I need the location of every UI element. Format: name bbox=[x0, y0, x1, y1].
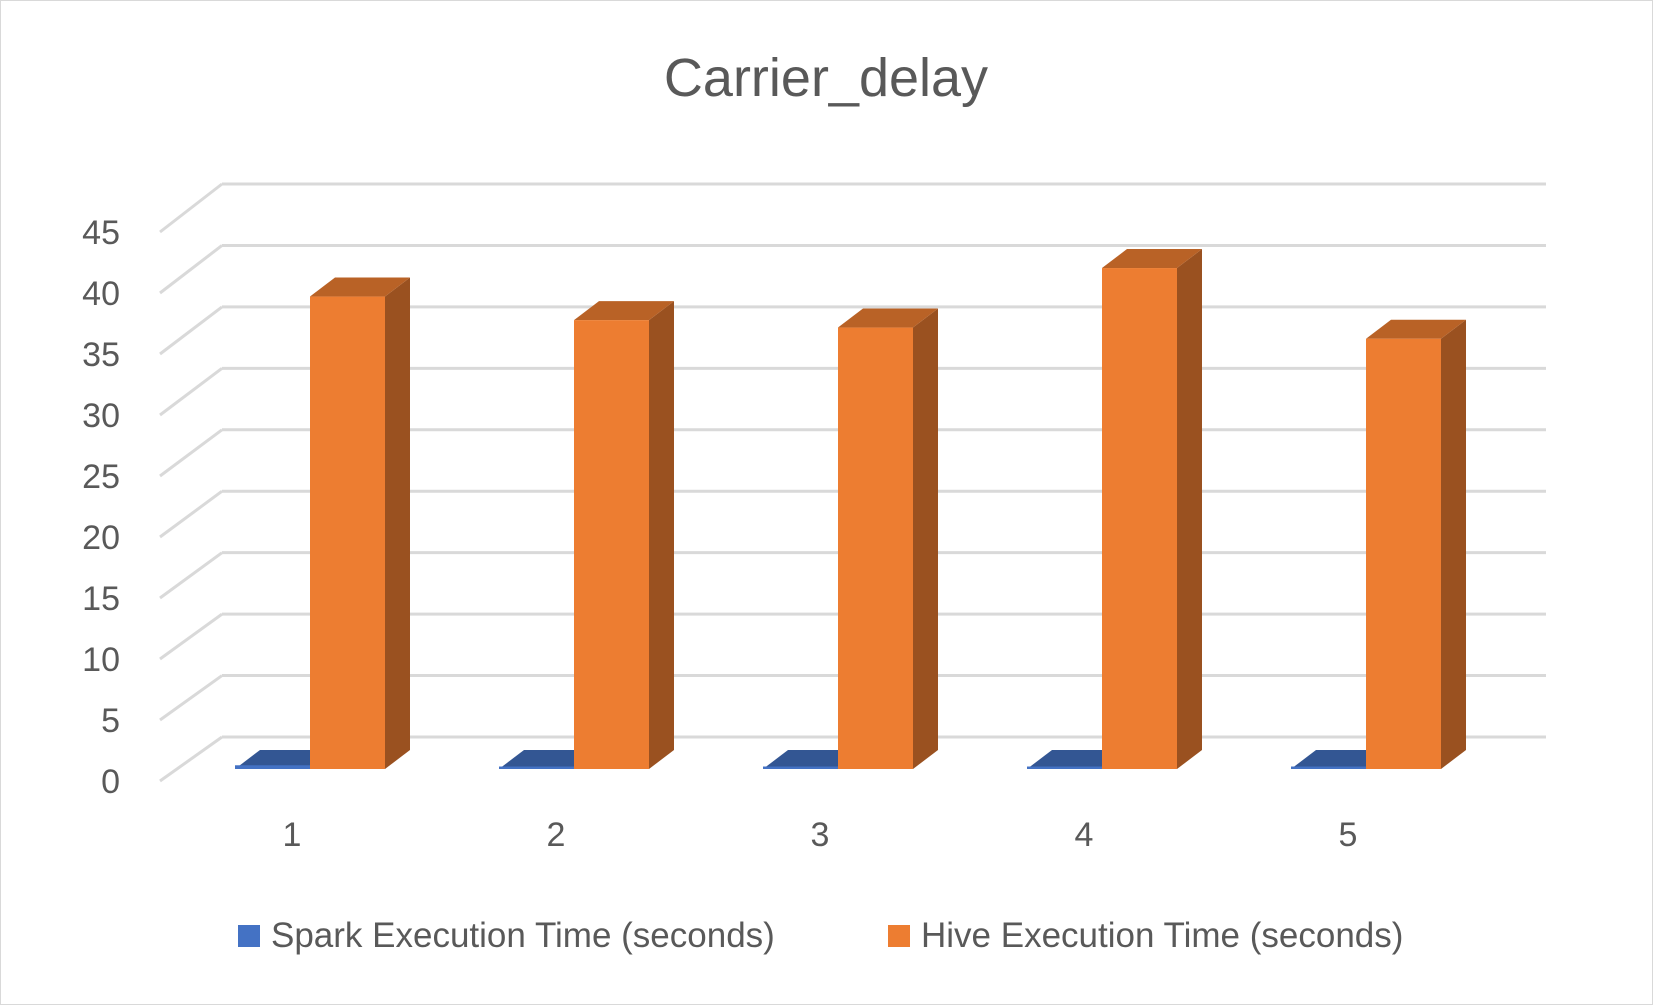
gridline-depth bbox=[159, 674, 223, 722]
chart-title: Carrier_delay bbox=[664, 48, 988, 108]
hive-bar-top bbox=[1366, 319, 1466, 339]
y-tick-label: 5 bbox=[101, 702, 120, 740]
spark-bar bbox=[1027, 766, 1102, 769]
y-tick-label: 15 bbox=[82, 580, 120, 618]
spark-bar bbox=[235, 765, 310, 769]
hive-bar bbox=[838, 327, 913, 769]
y-tick-label: 0 bbox=[101, 763, 120, 801]
gridline-depth bbox=[159, 551, 223, 600]
gridline-depth bbox=[159, 244, 223, 295]
y-tick-label: 20 bbox=[82, 519, 120, 557]
hive-bar-side bbox=[1177, 249, 1202, 770]
bars bbox=[235, 249, 1466, 770]
y-tick-label: 45 bbox=[82, 214, 120, 252]
x-tick-label: 5 bbox=[1339, 816, 1358, 854]
gridline-depth bbox=[159, 612, 223, 661]
legend: Spark Execution Time (seconds) Hive Execu… bbox=[238, 916, 1403, 955]
gridline-depth bbox=[159, 305, 223, 356]
spark-bar bbox=[763, 766, 838, 769]
hive-bar bbox=[574, 320, 649, 769]
y-tick-label: 40 bbox=[82, 275, 120, 313]
spark-bar bbox=[499, 766, 574, 769]
y-tick-label: 25 bbox=[82, 458, 120, 496]
spark-bar bbox=[1291, 766, 1366, 769]
hive-bar-top bbox=[838, 308, 938, 328]
gridline-depth bbox=[159, 367, 223, 417]
y-axis-ticks: 0 5 10 15 20 25 30 35 40 45 bbox=[82, 214, 120, 801]
hive-bar bbox=[310, 296, 385, 769]
gridline-depth bbox=[159, 490, 223, 539]
x-tick-label: 2 bbox=[547, 816, 566, 854]
gridline-depth bbox=[159, 182, 223, 234]
hive-bar-side bbox=[1441, 319, 1466, 769]
legend-swatch bbox=[888, 925, 910, 947]
hive-bar-side bbox=[385, 277, 410, 769]
x-axis-ticks: 1 2 3 4 5 bbox=[283, 816, 1358, 854]
gridline-depth bbox=[159, 735, 223, 783]
y-tick-label: 10 bbox=[82, 641, 120, 679]
hive-bar-top bbox=[310, 277, 410, 297]
legend-label: Hive Execution Time (seconds) bbox=[921, 916, 1403, 955]
hive-bar-side bbox=[913, 308, 938, 769]
hive-bar-top bbox=[1102, 249, 1202, 269]
hive-bar-top bbox=[574, 301, 674, 321]
hive-bar-side bbox=[649, 301, 674, 769]
legend-swatch bbox=[238, 925, 260, 947]
hive-bar bbox=[1102, 268, 1177, 769]
x-tick-label: 3 bbox=[811, 816, 830, 854]
x-tick-label: 1 bbox=[283, 816, 302, 854]
y-tick-label: 35 bbox=[82, 336, 120, 374]
hive-bar bbox=[1366, 338, 1441, 769]
y-tick-label: 30 bbox=[82, 397, 120, 435]
x-tick-label: 4 bbox=[1075, 816, 1094, 854]
gridline-depth bbox=[159, 428, 223, 478]
legend-label: Spark Execution Time (seconds) bbox=[271, 916, 775, 955]
